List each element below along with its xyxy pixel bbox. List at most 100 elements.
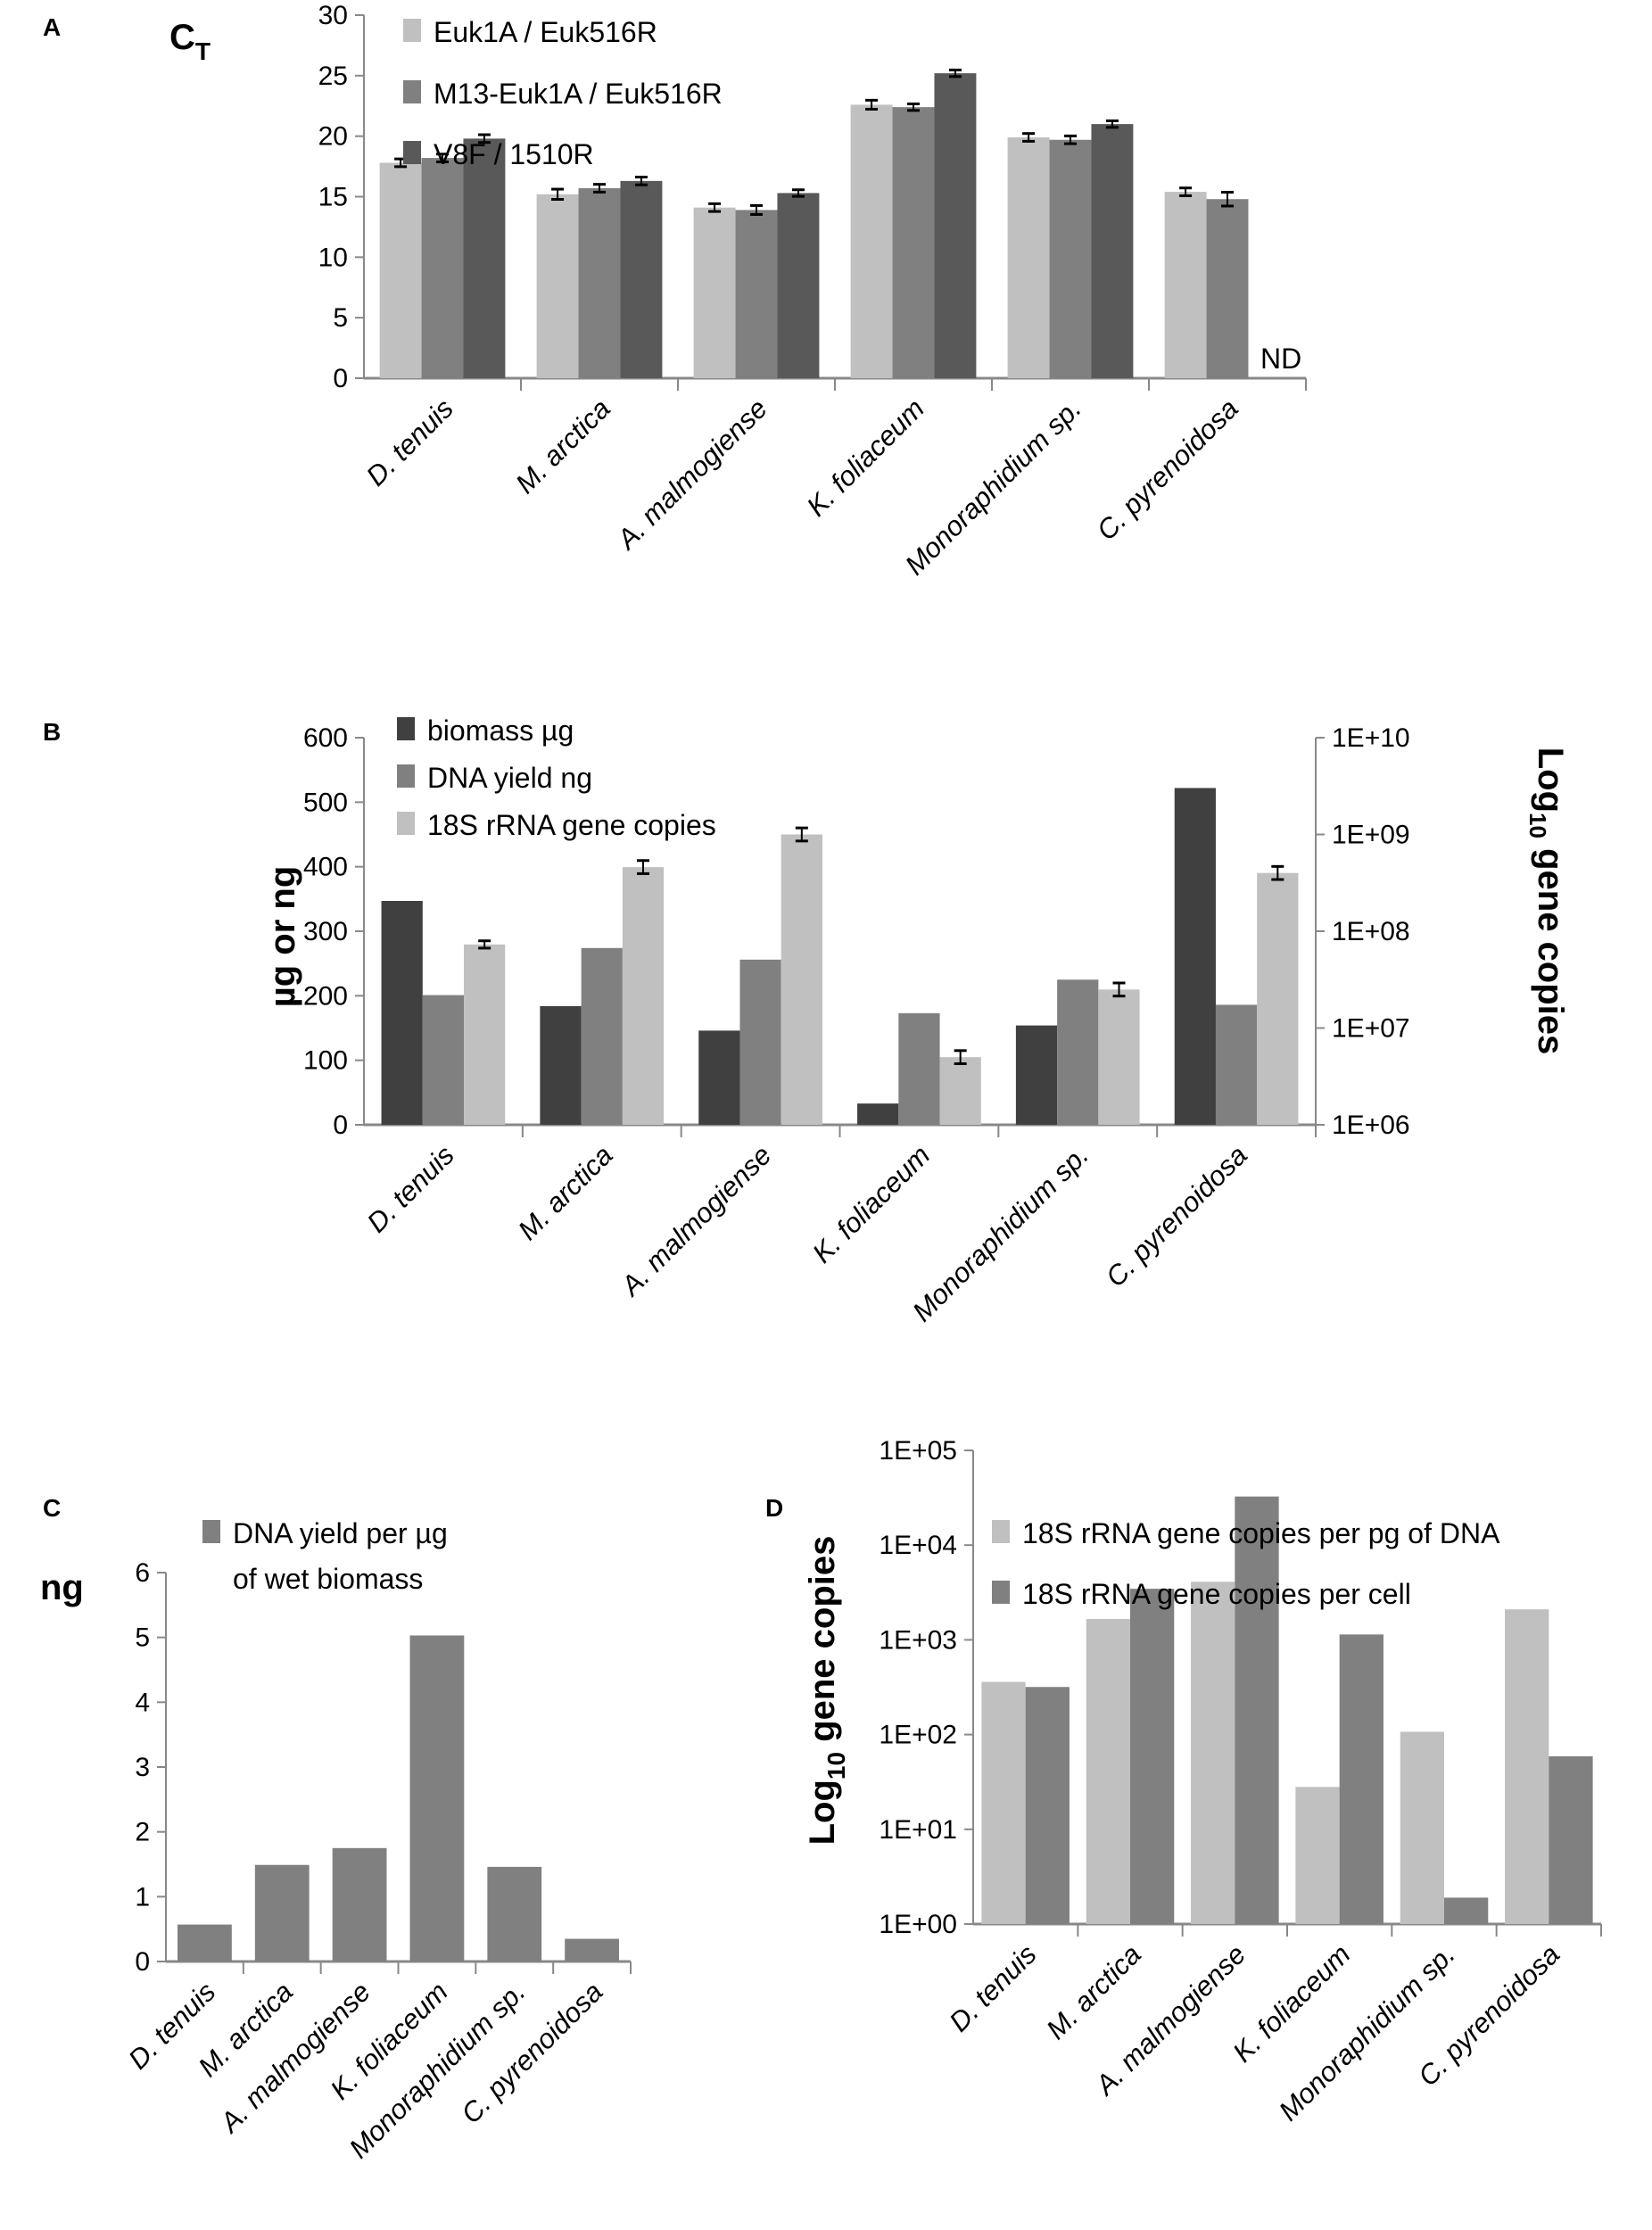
bar <box>1191 1582 1235 1924</box>
y-tick-label-right: 1E+06 <box>1332 1111 1410 1140</box>
bar <box>379 162 422 378</box>
category-label: A. malmogiense <box>614 1139 777 1302</box>
error-bar <box>634 176 648 186</box>
y-tick-label-right: 1E+09 <box>1332 821 1410 850</box>
error-bar <box>477 133 491 145</box>
legend-swatch <box>992 1581 1010 1604</box>
bar <box>1295 1787 1340 1924</box>
label-main: C <box>169 18 195 57</box>
bar <box>1257 872 1299 1125</box>
category-label: D. tenuis <box>361 1139 460 1238</box>
legend-item: 18S rRNA gene copies <box>397 809 716 841</box>
error-bar <box>1105 119 1119 129</box>
legend-swatch <box>397 717 415 740</box>
label-rest: gene copies <box>1531 838 1570 1054</box>
label-sub: 10 <box>1524 813 1551 838</box>
category-label: K. foliaceum <box>801 392 930 522</box>
category-label: C. pyrenoidosa <box>1091 392 1244 546</box>
error-bar <box>708 202 722 213</box>
legend-swatch <box>397 812 415 835</box>
bar <box>1130 1589 1175 1924</box>
legend-item: biomass µg <box>397 714 574 747</box>
bar <box>1007 137 1050 379</box>
bar <box>1206 199 1249 378</box>
bar <box>1164 192 1207 378</box>
bar <box>254 1864 310 1962</box>
error-bar <box>436 153 449 163</box>
label-sub: 10 <box>822 1752 850 1780</box>
bar <box>581 947 623 1125</box>
panel-label: B <box>43 718 61 746</box>
bar <box>1025 1687 1070 1924</box>
error-bar <box>795 826 808 843</box>
error-bar <box>636 859 649 875</box>
bar <box>1098 989 1140 1125</box>
y-tick-label-right: 1E+10 <box>1332 723 1410 753</box>
error-bar <box>593 183 606 194</box>
category-label: D. tenuis <box>943 1938 1042 2037</box>
bar <box>1549 1755 1593 1924</box>
bar <box>781 834 822 1125</box>
error-bar <box>948 68 962 78</box>
y-tick-label: 2 <box>135 1818 150 1847</box>
y-tick-label: 4 <box>135 1688 150 1717</box>
y-tick-label: 1E+03 <box>879 1625 957 1655</box>
category-label: C. pyrenoidosa <box>1100 1139 1253 1293</box>
bar <box>857 1103 899 1125</box>
bar <box>536 194 579 378</box>
y-tick-label: 5 <box>135 1623 150 1653</box>
legend-swatch <box>403 141 421 164</box>
bar <box>698 1030 740 1125</box>
y-tick-label: 10 <box>318 243 348 272</box>
y-tick-label: 1E+05 <box>879 1436 957 1466</box>
bar <box>178 1924 232 1962</box>
legend-item: V8F / 1510R <box>403 138 594 170</box>
bar <box>578 188 621 378</box>
error-bar <box>551 187 565 201</box>
legend-label: 18S rRNA gene copies per pg of DNA <box>1022 1517 1500 1549</box>
category-label: A. malmogiense <box>610 392 773 556</box>
error-bar <box>1064 134 1077 145</box>
bar <box>1235 1496 1279 1924</box>
y-tick-label: 400 <box>303 853 348 882</box>
legend-item: M13-Euk1A / Euk516R <box>403 78 723 110</box>
bar <box>777 193 820 378</box>
bar <box>409 1635 465 1962</box>
label-main: Log <box>803 1780 842 1845</box>
y-tick-label: 0 <box>333 1111 348 1140</box>
y-tick-label: 300 <box>303 917 348 946</box>
legend-item: DNA yield per µg of wet biomass <box>202 1517 448 1595</box>
error-bar <box>1022 132 1036 143</box>
bar <box>487 1866 542 1962</box>
legend-label: DNA yield ng <box>427 762 592 794</box>
legend-label: biomass µg <box>427 714 574 747</box>
category-label: K. foliaceum <box>806 1139 936 1268</box>
bar <box>1444 1897 1489 1924</box>
bar <box>981 1681 1026 1924</box>
y-tick-label: 25 <box>318 62 348 91</box>
bar <box>1505 1609 1549 1924</box>
y-tick-label: 600 <box>303 723 348 753</box>
category-label: M. arctica <box>509 392 616 500</box>
bar <box>1086 1619 1130 1924</box>
error-bar <box>1271 864 1284 881</box>
category-label: Monoraphidium sp. <box>899 392 1087 581</box>
error-bar <box>791 188 805 198</box>
bar <box>898 1012 940 1125</box>
y-axis-label: Log10 gene copies <box>803 1536 850 1846</box>
panel-label: D <box>765 1494 783 1522</box>
y-tick-label: 20 <box>318 122 348 152</box>
y-tick-label: 30 <box>318 1 348 30</box>
bar <box>421 158 464 378</box>
bar <box>850 104 893 378</box>
legend-swatch <box>202 1520 220 1543</box>
bar <box>620 180 663 378</box>
y-tick-label: 1E+00 <box>879 1910 957 1939</box>
bar <box>540 1005 582 1125</box>
category-label: C. pyrenoidosa <box>455 1976 608 2129</box>
y-axis-label: µg or ng <box>263 866 302 1008</box>
label-rest: gene copies <box>803 1536 842 1752</box>
error-bar <box>954 1049 967 1066</box>
